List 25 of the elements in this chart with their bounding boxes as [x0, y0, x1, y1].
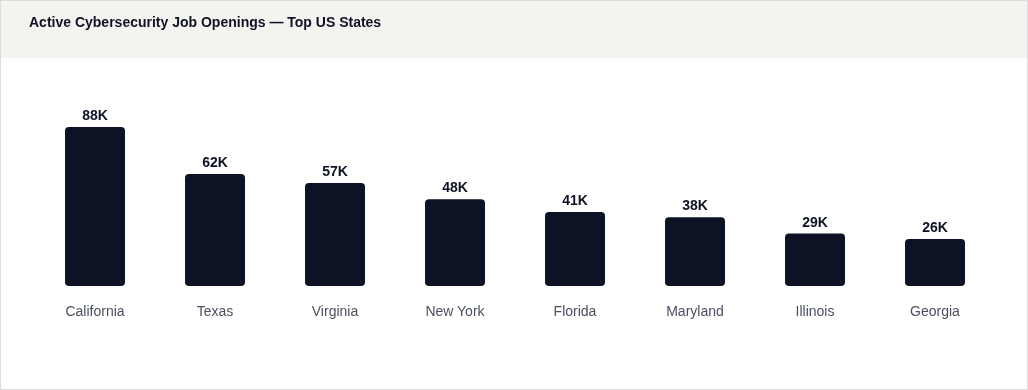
- data-label: 26K: [922, 219, 948, 236]
- data-label: 38K: [682, 197, 708, 214]
- chart-title: Active Cybersecurity Job Openings — Top US States: [29, 14, 383, 30]
- x-tick-label: New York: [425, 303, 486, 319]
- data-label: 41K: [562, 191, 588, 208]
- bar: [785, 233, 845, 286]
- bar: [65, 127, 125, 286]
- bar: [905, 239, 965, 286]
- x-tick-label: Virginia: [311, 303, 359, 319]
- x-tick-label: California: [65, 303, 125, 319]
- bar: [545, 211, 605, 286]
- data-label: 29K: [802, 213, 828, 230]
- bar: [185, 173, 245, 286]
- x-tick-label: Illinois: [795, 303, 835, 319]
- data-label: 62K: [202, 153, 228, 170]
- bar: [665, 217, 725, 286]
- data-label: 48K: [442, 179, 468, 196]
- x-tick-label: Georgia: [910, 303, 961, 319]
- x-tick-label: Maryland: [666, 303, 724, 319]
- x-tick-label: Florida: [553, 303, 597, 319]
- data-label: 57K: [322, 163, 348, 180]
- bar: [425, 199, 485, 286]
- data-label: 88K: [82, 107, 108, 123]
- x-tick-label: Texas: [196, 303, 234, 319]
- bar: [305, 183, 365, 286]
